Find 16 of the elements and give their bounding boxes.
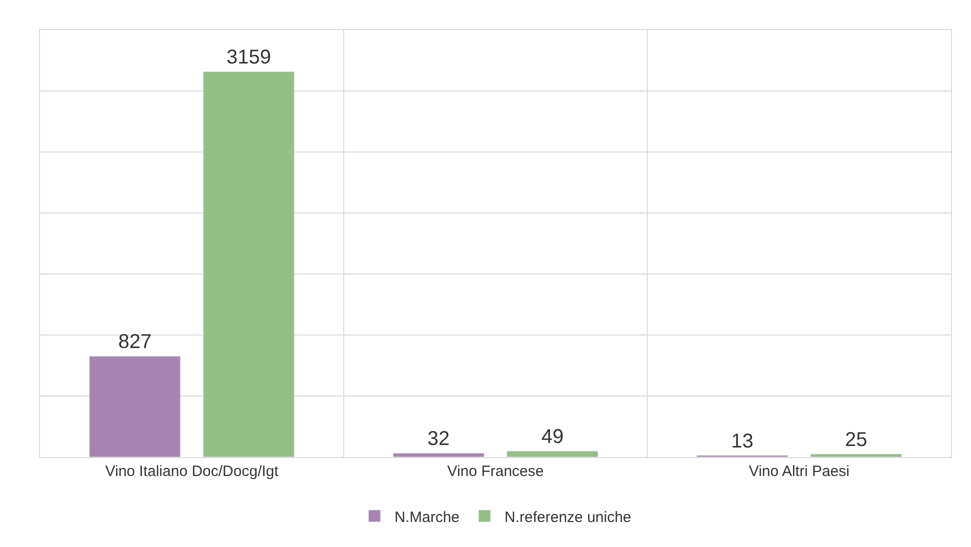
x-tick-label: Vino Francese bbox=[447, 463, 544, 480]
legend-label: N.referenze uniche bbox=[504, 508, 632, 526]
data-label: 827 bbox=[118, 331, 152, 354]
data-label: 3159 bbox=[226, 46, 272, 69]
bar bbox=[810, 454, 902, 457]
bar bbox=[506, 450, 598, 457]
data-label: 49 bbox=[541, 426, 564, 448]
bar bbox=[392, 452, 484, 457]
bar bbox=[89, 356, 181, 457]
x-tick-label: Vino Altri Paesi bbox=[748, 463, 850, 480]
bar bbox=[202, 71, 295, 457]
data-label: 32 bbox=[427, 428, 450, 450]
legend-label: N.Marche bbox=[394, 508, 460, 526]
data-label: 25 bbox=[844, 428, 868, 451]
data-label: 13 bbox=[731, 430, 754, 452]
x-tick-label: Vino Italiano Doc/Docg/Igt bbox=[105, 463, 280, 480]
